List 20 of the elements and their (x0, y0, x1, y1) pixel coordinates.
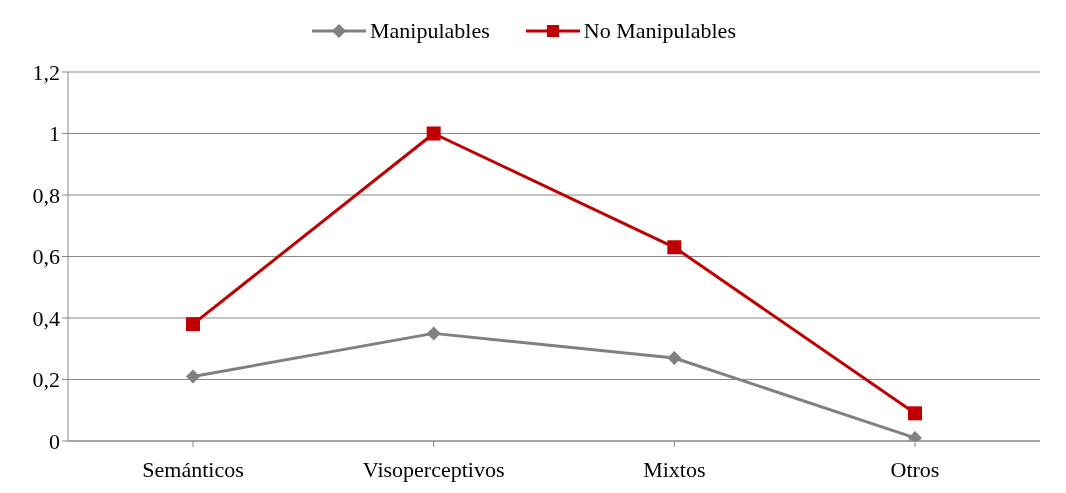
legend-label: No Manipulables (583, 18, 736, 44)
point (426, 126, 441, 141)
y-tick-label: 0,4 (32, 305, 60, 331)
x-tick-label: Otros (890, 456, 940, 482)
legend-label: Manipulables (370, 18, 490, 44)
point (186, 317, 200, 332)
point (908, 406, 922, 421)
point (667, 240, 682, 255)
point (667, 350, 682, 365)
y-tick-label: 1 (49, 121, 60, 147)
x-tick-label: Mixtos (643, 456, 706, 482)
y-tick-label: 0,6 (32, 244, 60, 270)
y-tick-label: 0,8 (32, 182, 60, 208)
point (426, 326, 441, 341)
point (186, 369, 200, 384)
y-tick-label: 1,2 (32, 59, 60, 85)
x-tick-label: Visoperceptivos (362, 456, 505, 482)
y-tick-label: 0,2 (32, 367, 60, 393)
y-tick-label: 0 (49, 428, 60, 454)
x-tick-label: Semánticos (142, 456, 244, 482)
